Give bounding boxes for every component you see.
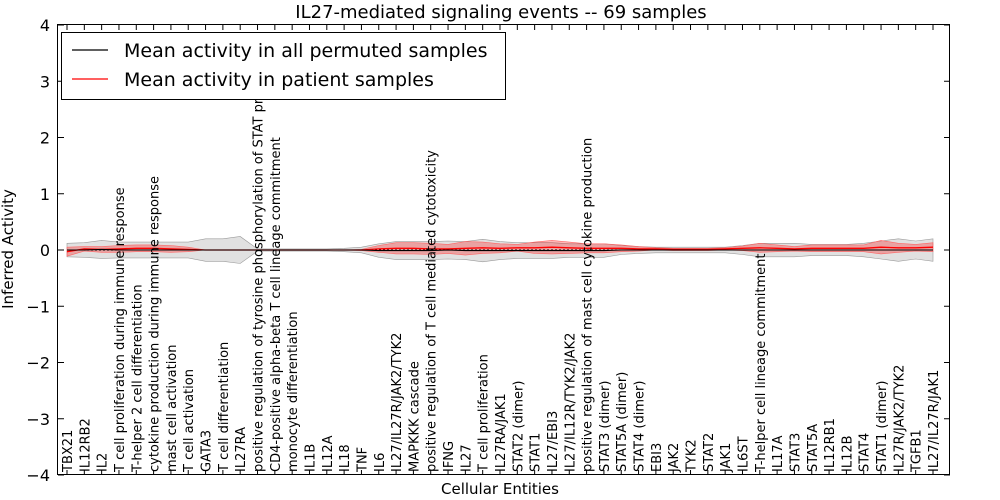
- x-tick-label: IL27/EBI3: [546, 411, 561, 472]
- x-tick-label: STAT2 (dimer): [511, 381, 526, 472]
- x-tick-label: IL12RB2: [78, 418, 93, 472]
- y-tick-label: 4: [40, 16, 50, 35]
- legend-box: [61, 32, 506, 100]
- x-tick-label: monocyte differentiation: [286, 311, 301, 472]
- x-tick-label: positive regulation of tyrosine phosphor…: [252, 66, 267, 472]
- x-tick-label: STAT5A (dimer): [615, 372, 630, 472]
- x-tick-label: MAPKKK cascade: [407, 361, 422, 472]
- x-tick-label: STAT2: [702, 433, 717, 472]
- x-tick-label: STAT5A: [806, 424, 821, 472]
- x-tick-label: mast cell activation: [165, 344, 180, 472]
- y-axis-label: Inferred Activity: [0, 189, 17, 309]
- x-tick-label: JAK1: [719, 443, 734, 473]
- x-tick-label: T cell proliferation: [477, 354, 492, 473]
- x-tick-label: T cell activation: [182, 369, 197, 473]
- x-tick-label: IL27/IL27R/JAK1: [927, 370, 942, 472]
- legend: Mean activity in all permuted samples Me…: [61, 32, 506, 100]
- legend-label-permuted: Mean activity in all permuted samples: [124, 40, 487, 62]
- y-tick-label: −3: [26, 410, 50, 429]
- x-axis-label: Cellular Entities: [441, 480, 559, 498]
- x-tick-label: IL27R/JAK2/TYK2: [892, 365, 907, 472]
- legend-label-patient: Mean activity in patient samples: [124, 69, 434, 91]
- x-tick-label: EBI3: [650, 443, 665, 472]
- y-tick-label: 3: [40, 72, 50, 91]
- x-tick-label: T-helper cell lineage commitment: [754, 254, 769, 473]
- x-tick-label: IL6: [373, 453, 388, 472]
- x-tick-label: IL17A: [771, 435, 786, 472]
- x-tick-label: TBX21: [61, 430, 76, 473]
- x-tick-label: IL27RA: [234, 427, 249, 472]
- y-tick-label: −4: [26, 466, 50, 485]
- x-tick-label: T cell differentiation: [217, 342, 232, 473]
- x-tick-label: positive regulation of T cell mediated c…: [425, 150, 440, 472]
- x-tick-label: IL27RA/JAK1: [494, 393, 509, 472]
- x-tick-label: IFNG: [442, 441, 457, 472]
- x-tick-label: IL27/IL12R/TYK2/JAK2: [563, 333, 578, 472]
- x-tick-labels-group: TBX21 IL12RB2 IL2 T cell proliferation duri…: [61, 66, 942, 473]
- x-tick-label: IL2: [96, 453, 111, 472]
- x-tick-label: IL12RB1: [823, 418, 838, 472]
- x-tick-label: IL18: [338, 444, 353, 472]
- permuted-series-line: [67, 248, 933, 252]
- plot-frame: [57, 24, 950, 475]
- x-tick-label: TYK2: [685, 439, 700, 473]
- x-tick-label: STAT3 (dimer): [598, 381, 613, 472]
- x-tick-label: IL12B: [840, 435, 855, 472]
- y-tick-label: 0: [40, 241, 50, 260]
- y-tick-labels-group: 4 3 2 1 0 −1 −2 −3 −4: [26, 16, 50, 485]
- x-tick-label: IL6ST: [736, 436, 751, 472]
- x-tick-label: TGFB1: [910, 429, 925, 473]
- x-tick-label: JAK2: [667, 443, 682, 473]
- y-tick-label: 2: [40, 129, 50, 148]
- x-tick-label: T cell proliferation during immune respo…: [113, 187, 128, 473]
- x-tick-label: positive regulation of mast cell cytokin…: [581, 138, 596, 472]
- x-tick-label: TNF: [355, 447, 370, 473]
- x-tick-label: IL27/IL27R/JAK2/TYK2: [390, 333, 405, 472]
- x-tick-label: T-helper 2 cell differentiation: [130, 284, 145, 473]
- series-lines-group: [66, 246, 934, 253]
- x-tick-label: IL12A: [321, 435, 336, 472]
- x-tick-label: STAT1 (dimer): [875, 381, 890, 472]
- x-tick-label: GATA3: [200, 430, 215, 472]
- x-tick-label: STAT3: [788, 433, 803, 472]
- x-tick-label: IL1B: [303, 444, 318, 472]
- y-tick-label: −2: [26, 354, 50, 373]
- x-tick-label: IL27: [459, 444, 474, 472]
- x-tick-label: STAT4: [858, 433, 873, 472]
- chart-title: IL27-mediated signaling events -- 69 sam…: [295, 2, 706, 23]
- x-tick-label: CD4-positive alpha-beta T cell lineage c…: [269, 137, 284, 472]
- x-tick-label: STAT4 (dimer): [633, 381, 648, 472]
- y-tick-label: −1: [26, 297, 50, 316]
- x-tick-label: cytokine production during immune respon…: [148, 176, 163, 472]
- y-tick-label: 1: [40, 185, 50, 204]
- x-tick-label: STAT1: [529, 433, 544, 472]
